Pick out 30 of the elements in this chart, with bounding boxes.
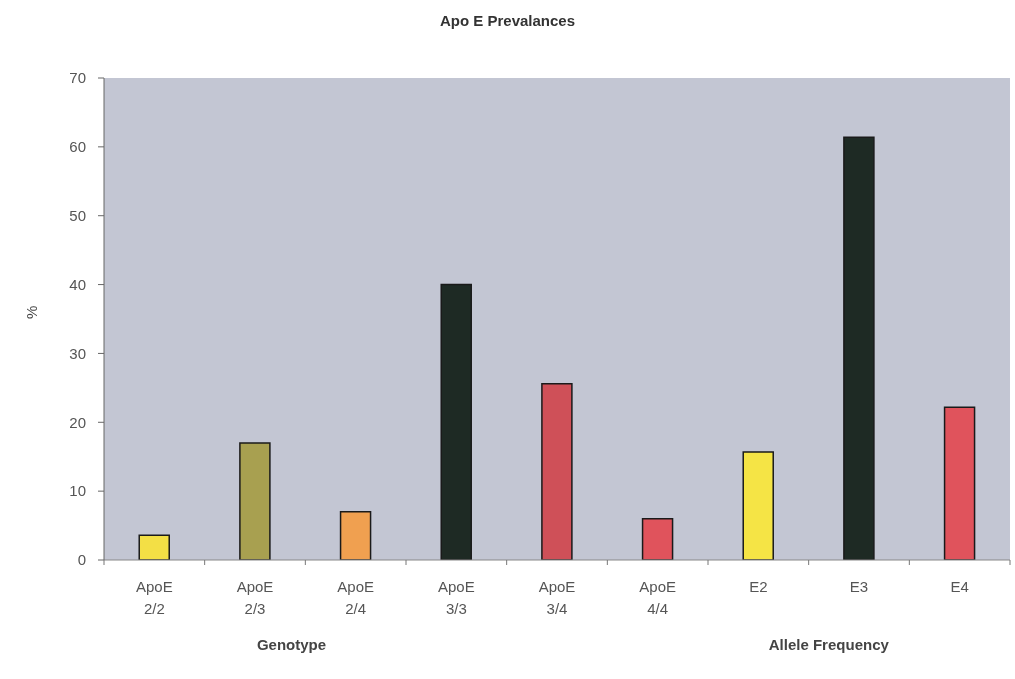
y-tick-label: 60 <box>69 138 86 156</box>
bar <box>440 283 472 560</box>
y-tick-label: 70 <box>69 69 86 87</box>
x-tick-label: ApoE 2/4 <box>337 578 375 617</box>
x-tick-label: ApoE 2/3 <box>236 578 274 617</box>
bar <box>943 406 976 560</box>
bar <box>541 382 573 560</box>
y-axis-title: % <box>23 305 41 319</box>
x-tick-label: ApoE 3/3 <box>437 578 475 617</box>
bar <box>239 442 271 560</box>
y-tick-label: 20 <box>69 413 86 431</box>
y-tick-label: 0 <box>77 551 86 569</box>
x-tick-label: ApoE 3/4 <box>538 578 576 617</box>
x-tick-label: ApoE 4/4 <box>639 578 677 617</box>
bar <box>339 511 372 560</box>
bar <box>742 451 774 560</box>
x-tick-label: ApoE 2/2 <box>135 578 173 617</box>
bar <box>138 534 170 560</box>
text: Genotype <box>256 636 327 653</box>
y-tick-label: 50 <box>69 207 86 225</box>
chart-title: Apo E Prevalances <box>438 12 577 29</box>
bar <box>641 517 674 560</box>
bar <box>843 136 875 560</box>
y-tick-label: 30 <box>69 344 86 362</box>
x-tick-label: E4 <box>950 578 969 595</box>
x-tick-label: E3 <box>849 578 869 595</box>
x-tick-label: E2 <box>749 578 768 595</box>
y-tick-label: 10 <box>69 482 86 500</box>
text: Allele Frequency <box>768 636 889 653</box>
y-tick-label: 40 <box>69 275 86 293</box>
